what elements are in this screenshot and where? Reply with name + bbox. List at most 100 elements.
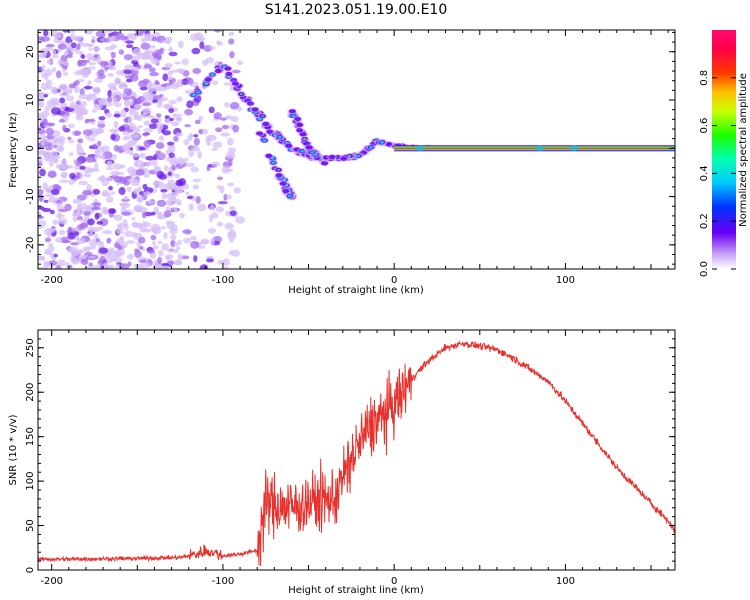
spectral-blob [180,78,189,86]
spectral-blob [114,263,121,269]
spectral-blob [125,175,132,180]
spectral-blob [106,160,113,168]
spectral-blob [81,74,89,78]
spectral-blob [224,101,230,108]
spectral-blob [141,210,147,219]
spectral-blob [80,222,89,228]
spectral-blob [569,145,578,152]
y-tick-label: 100 [25,472,36,491]
spectral-blob [162,73,169,82]
spectral-blob [109,87,118,91]
spectral-blob [328,154,336,160]
spectral-blob [61,68,67,72]
spectral-blob [224,222,234,230]
spectral-blob [246,101,254,106]
spectral-blob [230,115,239,122]
spectral-blob [98,247,108,254]
spectral-blob [155,49,162,55]
spectral-blob [197,203,207,212]
spectral-blob [48,161,54,167]
spectral-blob [38,91,44,97]
spectral-blob [174,173,180,179]
spectral-blob [95,238,101,242]
spectral-blob [113,113,121,118]
spectral-blob [188,203,194,211]
spectral-blob [152,99,158,104]
spectral-blob [99,154,106,159]
spectral-blob [126,240,135,245]
spectral-blob [167,70,173,76]
spectral-blob [163,232,168,240]
spectral-blob [216,221,224,227]
spectral-blob [131,99,142,106]
spectral-blob [296,122,304,127]
spectral-blob [132,55,141,62]
spectral-blob [74,50,82,54]
spectral-blob [94,212,100,220]
spectral-blob [266,129,274,134]
y-tick-label: 200 [25,383,36,402]
spectral-blob [138,207,148,213]
spectral-blob [114,250,123,258]
colorbar-tick-label: 0.0 [699,261,710,277]
spectral-blob [62,239,72,244]
spectral-blob [190,235,197,241]
spectral-blob [91,202,101,206]
spectral-blob [76,43,81,51]
spectral-blob [96,120,106,125]
spectral-blob [108,185,113,191]
colorbar-tick-label: 0.8 [699,70,710,86]
spectral-blob [164,115,170,119]
spectral-blob [148,159,158,166]
spectral-blob [117,245,123,251]
spectral-blob [122,143,131,152]
spectral-blob [206,258,214,263]
spectral-blob [52,219,60,225]
spectral-blob [147,200,155,205]
spectral-blob [185,162,195,168]
spectral-blob [44,105,51,112]
spectral-blob [68,30,76,34]
spectral-blob [167,144,176,149]
spectral-blob [204,77,212,82]
spectral-blob [118,92,128,98]
spectral-blob [90,206,101,211]
colorbar: 0.0 0.2 0.4 0.6 0.8 Normalized spectral ampl… [699,30,749,277]
spectral-blob [169,117,175,122]
spectral-blob [92,168,100,172]
snr-series-line [38,339,675,566]
x-tick-label: 0 [391,275,397,286]
spectral-blob [46,59,53,64]
spectral-blob [157,256,162,265]
spectral-blob [101,206,109,215]
spectral-blob [211,147,218,152]
spectral-blob [227,147,237,154]
spectral-blob [173,242,179,247]
spectral-blob [223,193,228,201]
spectral-blob [131,217,136,221]
spectral-blob [108,264,115,269]
spectral-blob [157,97,164,105]
spectral-blob [290,114,296,118]
spectral-blob [59,179,70,184]
spectral-blob [209,204,215,211]
spectral-blob [124,100,134,107]
spectral-blob [147,249,156,254]
spectral-blob [160,188,168,193]
spectral-blob [216,176,223,181]
spectral-blob [59,92,70,97]
spectral-blob [175,132,183,137]
spectral-blob [182,229,192,234]
x-tick-label: 100 [556,576,575,587]
spectral-blob [88,93,96,97]
spectral-blob [158,135,165,141]
spectral-blob [127,32,133,38]
spectral-blob [144,262,151,268]
spectral-blob [105,196,114,203]
spectral-blob [182,69,190,77]
spectral-blob [265,153,273,158]
spectral-blob [156,263,161,269]
spectral-blob [104,64,115,68]
spectral-blob [40,36,51,42]
spectral-blob [163,164,169,172]
